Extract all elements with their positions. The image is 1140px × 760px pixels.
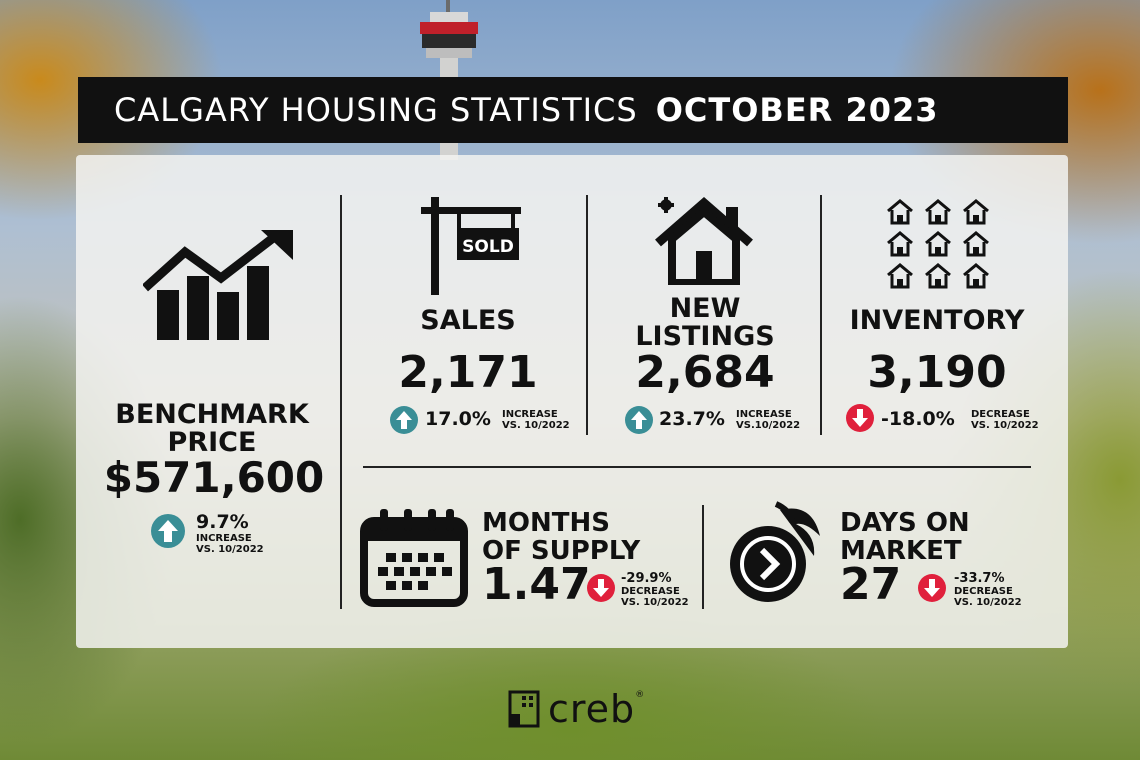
benchmark-value: $571,600: [103, 453, 325, 502]
arrow-down-icon: [846, 404, 874, 432]
arrow-up-icon: [625, 406, 653, 434]
creb-building-icon: [508, 690, 540, 728]
new-house-icon: [655, 197, 753, 285]
creb-logo: creb ®: [508, 687, 644, 731]
benchmark-change-note: INCREASE VS. 10/2022: [196, 533, 264, 555]
sold-sign-text: SOLD: [462, 237, 514, 257]
days-market-change-word: DECREASE: [954, 586, 1013, 597]
inventory-value: 3,190: [867, 347, 1007, 398]
new-listings-value: 2,684: [635, 347, 775, 398]
inventory-change-word: DECREASE: [971, 409, 1030, 420]
sales-change-note: INCREASE VS. 10/2022: [502, 409, 570, 431]
days-market-value: 27: [840, 559, 902, 610]
report-date: OCTOBER 2023: [655, 91, 939, 129]
months-supply-change-note: -29.9% DECREASE VS. 10/2022: [621, 571, 689, 608]
divider: [340, 195, 342, 609]
new-listings-label-line1: NEW: [669, 293, 741, 324]
inventory-label: INVENTORY: [849, 305, 1025, 336]
new-listings-change: 23.7%: [659, 408, 725, 430]
new-listings-label-line2: LISTINGS: [635, 321, 775, 352]
fast-clock-icon: [730, 501, 820, 602]
benchmark-change-ref: VS. 10/2022: [196, 544, 264, 555]
page-title: CALGARY HOUSING STATISTICS: [114, 91, 638, 129]
new-listings-change-ref: VS.10/2022: [736, 420, 801, 431]
arrow-down-icon: [587, 574, 615, 602]
divider: [702, 505, 704, 609]
new-listings-change-word: INCREASE: [736, 409, 792, 420]
stats-panel: BENCHMARK PRICE $571,600 9.7% INCREASE V…: [76, 155, 1068, 648]
benchmark-label-line1: BENCHMARK: [115, 399, 309, 430]
benchmark-label: BENCHMARK PRICE: [96, 401, 328, 457]
creb-registered-mark: ®: [635, 690, 645, 700]
arrow-up-icon: [390, 406, 418, 434]
new-listings-label: NEW LISTINGS: [591, 295, 819, 351]
months-supply-value: 1.47: [482, 559, 591, 610]
months-supply-label: MONTHS OF SUPPLY: [482, 509, 640, 565]
days-market-label-line1: DAYS ON: [840, 508, 970, 538]
sold-sign-icon: [421, 197, 521, 295]
growth-chart-icon: [143, 230, 293, 340]
days-market-label-line2: MARKET: [840, 536, 962, 566]
months-supply-label-line1: MONTHS: [482, 508, 610, 538]
months-supply-label-line2: OF SUPPLY: [482, 536, 641, 566]
divider: [363, 466, 1031, 468]
arrow-up-icon: [151, 514, 185, 548]
days-market-change-ref: VS. 10/2022: [954, 597, 1022, 608]
creb-logo-text: creb: [548, 687, 636, 731]
sales-value: 2,171: [398, 347, 538, 398]
inventory-change-note: DECREASE VS. 10/2022: [971, 409, 1039, 431]
months-supply-change-ref: VS. 10/2022: [621, 597, 689, 608]
benchmark-change-word: INCREASE: [196, 533, 252, 544]
sales-change-ref: VS. 10/2022: [502, 420, 570, 431]
months-supply-change: -29.9%: [621, 571, 672, 586]
months-supply-change-word: DECREASE: [621, 586, 680, 597]
arrow-down-icon: [918, 574, 946, 602]
inventory-change: -18.0%: [881, 408, 955, 430]
days-market-change: -33.7%: [954, 571, 1005, 586]
benchmark-label-line2: PRICE: [167, 427, 257, 458]
days-market-change-note: -33.7% DECREASE VS. 10/2022: [954, 571, 1022, 608]
sales-label: SALES: [420, 305, 516, 336]
calendar-icon: [360, 509, 468, 607]
sales-change: 17.0%: [425, 408, 491, 430]
houses-grid-icon: [886, 199, 990, 289]
inventory-change-ref: VS. 10/2022: [971, 420, 1039, 431]
new-listings-change-note: INCREASE VS.10/2022: [736, 409, 800, 431]
divider: [586, 195, 588, 435]
days-market-label: DAYS ON MARKET: [840, 509, 970, 565]
benchmark-change: 9.7%: [196, 511, 249, 533]
divider: [820, 195, 822, 435]
header-banner: CALGARY HOUSING STATISTICS OCTOBER 2023: [78, 77, 1068, 143]
sales-change-word: INCREASE: [502, 409, 558, 420]
